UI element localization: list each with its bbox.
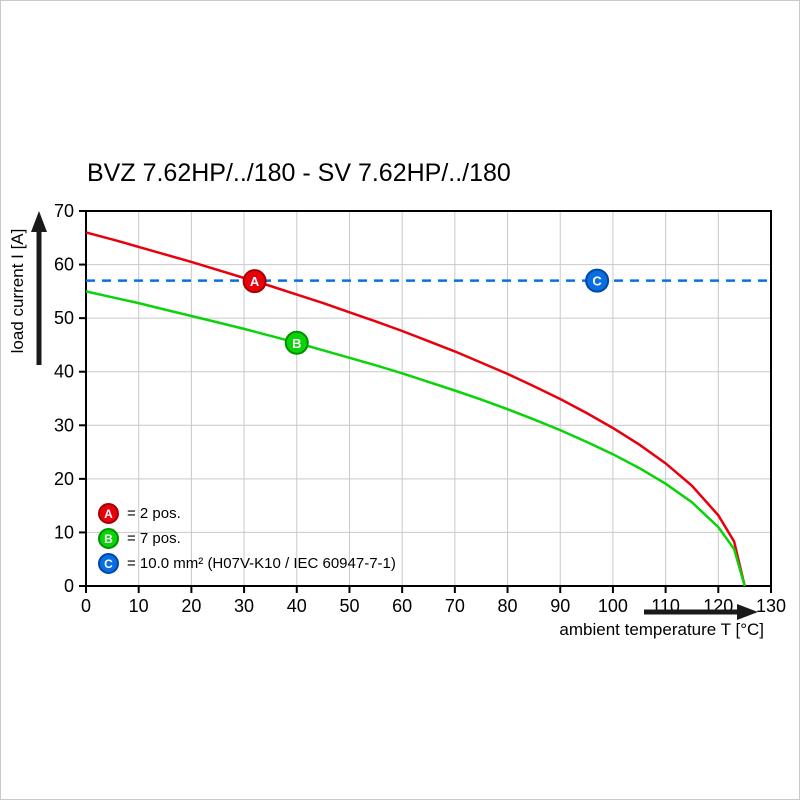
- plot-frame: [85, 210, 772, 587]
- svg-text:C: C: [592, 274, 602, 289]
- y-tick-label: 60: [54, 255, 74, 275]
- legend-marker-b-letter: B: [104, 531, 113, 546]
- x-tick-label: 130: [756, 596, 786, 616]
- x-tick-label: 80: [498, 596, 518, 616]
- axes-ticks: 0 10 20 30 40 50 60 70 80 90 100 110 120 130010203040…: [54, 201, 786, 616]
- x-tick-label: 0: [81, 596, 91, 616]
- generated-chart-graphics: 0 10 20 30 40 50 60 70 80 90 100 110 120 130010203040…: [31, 201, 786, 620]
- legend-item-a: A = 2 pos.: [98, 501, 396, 526]
- legend-marker-a-letter: A: [104, 506, 113, 521]
- legend: A = 2 pos. B = 7 pos. C = 10.0 mm² (H07V…: [98, 501, 396, 576]
- legend-marker-b: B: [98, 528, 119, 549]
- x-tick-label: 70: [445, 596, 465, 616]
- x-tick-label: 40: [287, 596, 307, 616]
- y-tick-label: 10: [54, 522, 74, 542]
- legend-label-b: = 7 pos.: [127, 530, 181, 547]
- svg-text:A: A: [250, 274, 260, 289]
- x-tick-label: 20: [181, 596, 201, 616]
- x-tick-label: 100: [598, 596, 628, 616]
- marker-b: B: [284, 330, 309, 355]
- y-tick-label: 0: [64, 576, 74, 596]
- x-tick-label: 30: [234, 596, 254, 616]
- y-tick-label: 50: [54, 308, 74, 328]
- legend-label-c: = 10.0 mm² (H07V-K10 / IEC 60947-7-1): [127, 555, 396, 572]
- x-tick-label: 50: [339, 596, 359, 616]
- legend-item-c: C = 10.0 mm² (H07V-K10 / IEC 60947-7-1): [98, 551, 396, 576]
- y-tick-label: 40: [54, 362, 74, 382]
- y-axis-label: load current I [A]: [8, 229, 27, 354]
- y-tick-label: 20: [54, 469, 74, 489]
- marker-c: C: [585, 268, 610, 293]
- y-tick-label: 70: [54, 201, 74, 221]
- y-tick-label: 30: [54, 415, 74, 435]
- axis-arrows: [31, 211, 758, 620]
- legend-label-a: = 2 pos.: [127, 505, 181, 522]
- x-tick-label: 90: [550, 596, 570, 616]
- legend-item-b: B = 7 pos.: [98, 526, 396, 551]
- curve-b: [85, 290, 746, 587]
- legend-marker-a: A: [98, 503, 119, 524]
- x-tick-label: 60: [392, 596, 412, 616]
- legend-marker-c-letter: C: [104, 556, 113, 571]
- x-axis-label: ambient temperature T [°C]: [559, 620, 764, 639]
- gridlines: [86, 211, 771, 586]
- svg-text:B: B: [292, 336, 301, 351]
- marker-a: A: [242, 269, 267, 294]
- chart-title: BVZ 7.62HP/../180 - SV 7.62HP/../180: [87, 159, 511, 187]
- x-tick-label: 10: [129, 596, 149, 616]
- curve-a: [85, 231, 746, 587]
- legend-marker-c: C: [98, 553, 119, 574]
